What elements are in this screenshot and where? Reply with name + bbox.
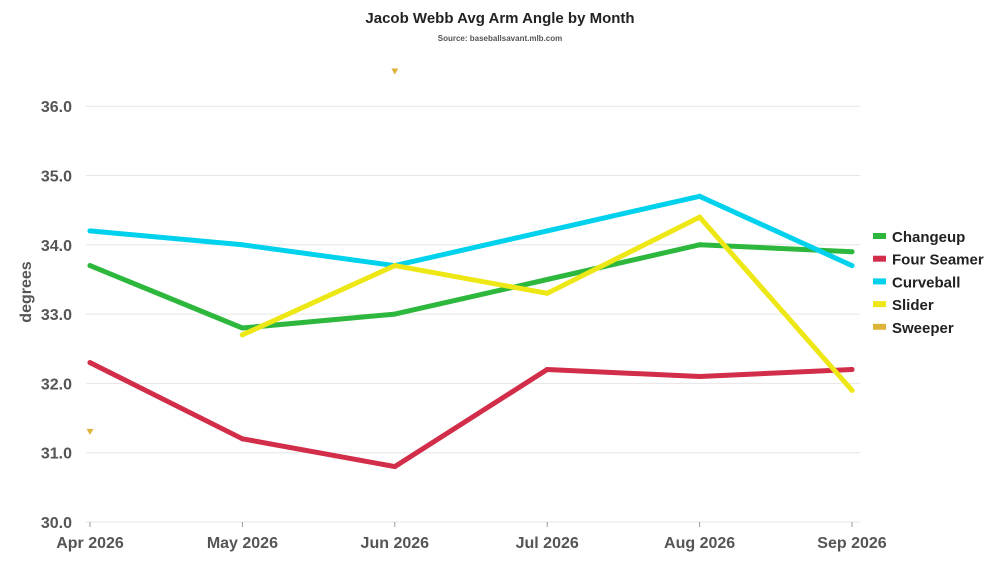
data-point-slider [849,387,855,393]
legend-swatch [873,278,886,285]
legend-label: Slider [892,297,934,314]
legend-label: Changeup [892,229,965,246]
series-four-seamer [87,360,855,470]
legend-label: Curveball [892,274,960,291]
data-point-changeup [697,242,703,248]
y-tick-label: 30.0 [41,515,72,532]
data-point-curveball [544,228,550,234]
y-tick-label: 33.0 [41,307,72,324]
y-tick-label: 35.0 [41,169,72,186]
x-tick-label: Jun 2026 [361,535,430,552]
data-point-four-seamer [849,367,855,373]
series-sweeper [86,68,399,435]
data-point-four-seamer [239,436,245,442]
data-point-changeup [392,311,398,317]
data-point-changeup [544,276,550,282]
y-axis-label: degrees [18,261,35,322]
data-point-slider [239,332,245,338]
series-line-curveball [87,193,855,269]
data-point-changeup [239,325,245,331]
legend-item-slider: Slider [873,297,934,314]
legend-item-curveball: Curveball [873,274,960,291]
y-tick-label: 36.0 [41,99,72,116]
series-line-four-seamer [87,360,855,470]
series-curveball [87,193,855,269]
legend-item-four-seamer: Four Seamer [873,252,984,269]
legend-item-sweeper: Sweeper [873,320,954,337]
data-point-curveball [239,242,245,248]
series-slider [239,214,855,393]
x-tick-label: Jul 2026 [516,535,579,552]
data-point-four-seamer [697,373,703,379]
chart-subtitle: Source: baseballsavant.mlb.com [438,34,563,43]
legend-swatch [873,301,886,308]
series-line-slider [239,214,855,393]
chart-title: Jacob Webb Avg Arm Angle by Month [365,10,634,27]
data-point-sweeper [86,428,94,435]
data-point-four-seamer [87,360,93,366]
y-axis-ticks: 30.0 31.0 32.0 33.0 34.0 35.0 36.0 [41,99,72,532]
legend-swatch [873,323,886,330]
legend-item-changeup: Changeup [873,229,965,246]
data-point-four-seamer [392,464,398,470]
legend-swatch [873,233,886,239]
data-point-slider [392,263,398,269]
series-lines [86,68,855,470]
data-point-four-seamer [544,367,550,373]
data-point-slider [697,214,703,220]
legend-swatch [873,255,886,262]
x-tick-label: Sep 2026 [817,535,886,552]
x-tick-label: Aug 2026 [664,535,735,552]
legend: Changeup Four Seamer Curveball Slider Sweepe… [873,229,984,337]
data-point-slider [544,290,550,296]
y-tick-label: 32.0 [41,376,72,393]
x-axis-ticks: Apr 2026 May 2026 Jun 2026 Jul 2026 Aug 2026… [56,522,887,552]
x-tick-label: May 2026 [207,535,278,552]
data-point-curveball [697,193,703,199]
y-tick-label: 34.0 [41,238,72,255]
legend-label: Four Seamer [892,252,984,269]
y-tick-label: 31.0 [41,446,72,463]
data-point-changeup [849,249,855,255]
data-point-curveball [87,228,93,234]
series-changeup [87,242,855,331]
legend-label: Sweeper [892,320,954,337]
data-point-changeup [87,263,93,269]
data-point-curveball [849,263,855,269]
x-tick-label: Apr 2026 [56,535,124,552]
data-point-sweeper [391,68,399,75]
